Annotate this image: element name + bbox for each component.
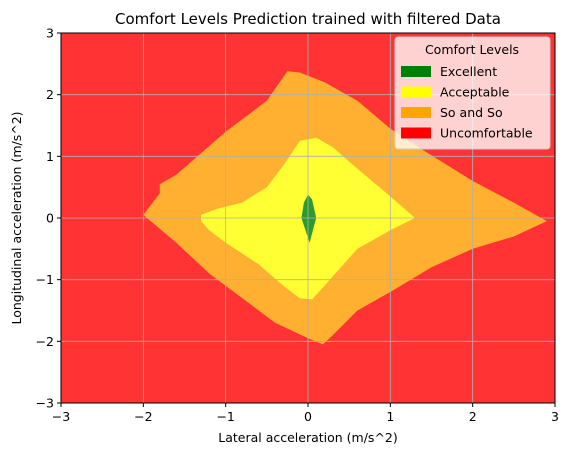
legend: Comfort Levels Excellent Acceptable So and… [394,36,551,150]
region-excellent [301,194,317,243]
y-tick-label: −2 [36,334,54,349]
legend-swatch-excellent [401,66,431,77]
legend-swatch-so-and-so [401,107,431,118]
legend-box [394,36,551,150]
y-tick-label: 0 [46,211,54,226]
y-tick-label: 1 [46,149,54,164]
x-tick-label: −2 [134,409,152,424]
legend-swatch-acceptable [401,86,431,98]
legend-entries: Excellent Acceptable So and So Uncomfortabl… [401,64,533,141]
x-tick-label: 2 [469,409,477,424]
x-axis-ticks: −3 −2 −1 0 1 2 3 [52,403,559,424]
legend-label: Acceptable [440,85,510,100]
y-tick-label: −3 [36,396,54,411]
legend-swatch-uncomfortable [401,127,431,139]
x-axis-label: Lateral acceleration (m/s^2) [218,430,398,445]
chart-title: Comfort Levels Prediction trained with f… [115,10,501,28]
x-tick-label: 1 [386,409,394,424]
x-tick-label: 0 [304,409,312,424]
y-axis-ticks: −3 −2 −1 0 1 2 3 [36,26,61,411]
x-tick-label: −1 [216,409,234,424]
legend-label: So and So [440,105,503,120]
y-tick-label: 3 [46,26,54,41]
x-tick-label: 3 [551,409,559,424]
legend-title: Comfort Levels [425,42,519,57]
x-tick-label: −3 [52,409,70,424]
legend-label: Excellent [440,64,497,79]
legend-label: Uncomfortable [440,126,533,141]
y-tick-label: −1 [36,272,54,287]
y-axis-label: Longitudinal acceleration (m/s^2) [9,111,24,324]
y-tick-label: 2 [46,87,54,102]
